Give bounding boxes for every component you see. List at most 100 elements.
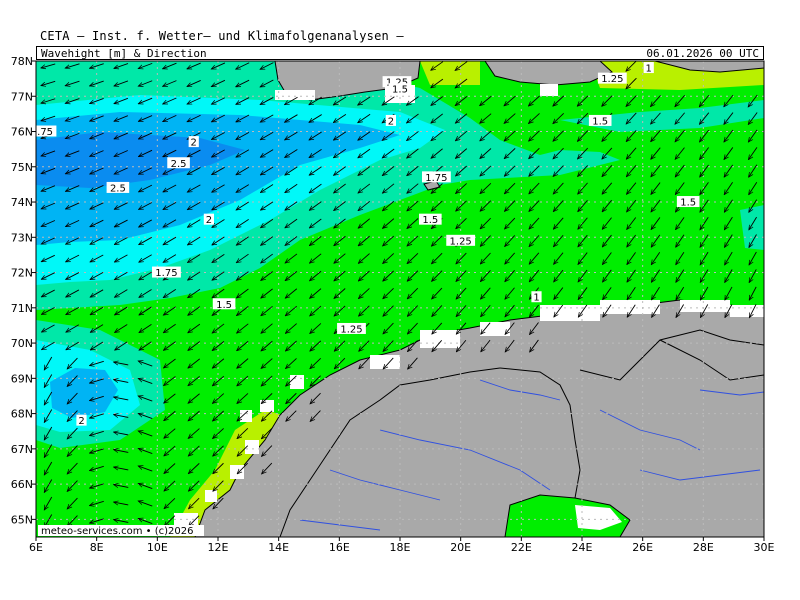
contour-label-bg	[531, 291, 542, 303]
direction-arrow	[90, 115, 104, 121]
direction-arrow	[67, 497, 78, 509]
direction-arrow	[114, 254, 128, 262]
direction-arrow	[89, 378, 104, 383]
direction-arrow	[66, 341, 79, 350]
direction-arrow	[260, 97, 274, 104]
direction-arrow	[504, 95, 516, 106]
direction-arrow	[407, 148, 419, 158]
direction-arrow	[724, 216, 733, 230]
direction-arrow	[138, 413, 153, 419]
direction-arrow	[626, 77, 637, 89]
direction-arrow	[261, 358, 273, 369]
direction-arrow	[67, 410, 78, 422]
direction-arrow	[90, 80, 104, 86]
direction-arrow	[187, 219, 201, 228]
rivers	[299, 379, 764, 531]
lon-tick-label: 6E	[29, 541, 43, 554]
direction-arrow	[455, 148, 468, 159]
latitude-axis: 65N 66N 67N 68N 69N 70N 71N 72N 73N 74N 75N 76N 77N 7…	[11, 55, 36, 526]
direction-arrow	[675, 129, 685, 142]
direction-arrow	[188, 445, 200, 456]
direction-arrow	[505, 235, 516, 246]
direction-arrow	[359, 357, 370, 369]
direction-arrow	[432, 287, 443, 299]
direction-arrow	[310, 270, 322, 281]
direction-arrow	[285, 288, 298, 298]
direction-arrow	[114, 271, 128, 279]
contour-label-bg	[382, 76, 412, 88]
direction-arrow	[748, 94, 758, 107]
direction-arrow	[211, 114, 225, 123]
direction-arrow	[407, 287, 419, 299]
direction-arrow	[724, 234, 733, 248]
direction-arrow	[188, 306, 201, 316]
direction-arrow	[700, 269, 709, 283]
direction-arrow	[114, 167, 128, 175]
direction-arrow	[114, 97, 129, 103]
contour-label-bg	[106, 181, 130, 193]
direction-arrow	[163, 323, 176, 333]
gulf-of-bothnia-white	[575, 505, 622, 530]
direction-arrow	[66, 272, 80, 280]
direction-arrow	[67, 392, 78, 404]
direction-arrow	[455, 61, 468, 71]
direction-arrow	[383, 305, 394, 317]
direction-arrow	[455, 78, 468, 88]
contour-label-bg	[388, 83, 412, 95]
direction-arrow	[627, 217, 637, 230]
direction-arrow	[334, 305, 346, 316]
direction-arrow	[578, 200, 588, 211]
direction-arrow	[89, 448, 104, 453]
direction-arrow	[505, 252, 516, 264]
direction-arrow	[164, 515, 176, 527]
grid	[36, 61, 764, 537]
direction-arrow	[358, 131, 371, 141]
direction-arrow	[44, 356, 53, 370]
direction-arrow	[188, 323, 201, 333]
direction-arrow	[627, 287, 636, 299]
direction-arrow	[164, 463, 176, 473]
direction-arrow	[431, 148, 443, 159]
direction-arrow	[481, 322, 491, 335]
direction-arrow	[529, 235, 540, 246]
direction-arrow	[236, 166, 250, 175]
direction-arrow	[236, 149, 250, 157]
direction-arrow	[334, 357, 346, 369]
direction-arrow	[188, 341, 201, 350]
direction-arrow	[651, 182, 661, 195]
direction-arrow	[749, 216, 757, 230]
direction-arrow	[626, 182, 637, 195]
direction-arrow	[407, 183, 419, 194]
contour-labels: .7522.52.521.751.51.2521.251.521.751.51.…	[33, 62, 700, 427]
direction-arrow	[333, 148, 347, 158]
direction-arrow	[65, 150, 80, 156]
direction-arrow	[89, 360, 104, 365]
direction-arrow	[602, 199, 613, 212]
direction-arrow	[480, 217, 491, 229]
direction-arrow	[114, 289, 128, 298]
lon-tick-label: 20E	[450, 541, 471, 554]
lon-tick-label: 24E	[572, 541, 593, 554]
direction-arrow	[236, 131, 250, 139]
direction-arrow	[358, 113, 371, 122]
direction-arrow	[261, 271, 273, 280]
direction-arrow	[431, 61, 444, 71]
direction-arrow	[456, 287, 467, 299]
direction-arrow	[138, 132, 153, 140]
land-svalbard-east	[484, 61, 613, 86]
direction-arrow	[66, 306, 80, 314]
lat-tick-label: 66N	[11, 478, 33, 491]
direction-arrow	[602, 165, 613, 176]
direction-arrow	[333, 96, 347, 105]
direction-arrow	[114, 485, 129, 488]
direction-arrow	[529, 252, 540, 264]
direction-arrow	[163, 358, 176, 368]
direction-arrow	[456, 252, 467, 264]
subtitle-bar: Wavehight_[m]_&_Direction 06.01.2026 00 …	[36, 46, 764, 60]
contour-label: 1.25	[450, 236, 472, 247]
direction-arrow	[261, 288, 273, 298]
direction-arrow	[67, 515, 78, 527]
direction-arrow	[578, 287, 588, 299]
contour-label: 1.5	[392, 85, 408, 96]
direction-arrow	[212, 149, 225, 157]
